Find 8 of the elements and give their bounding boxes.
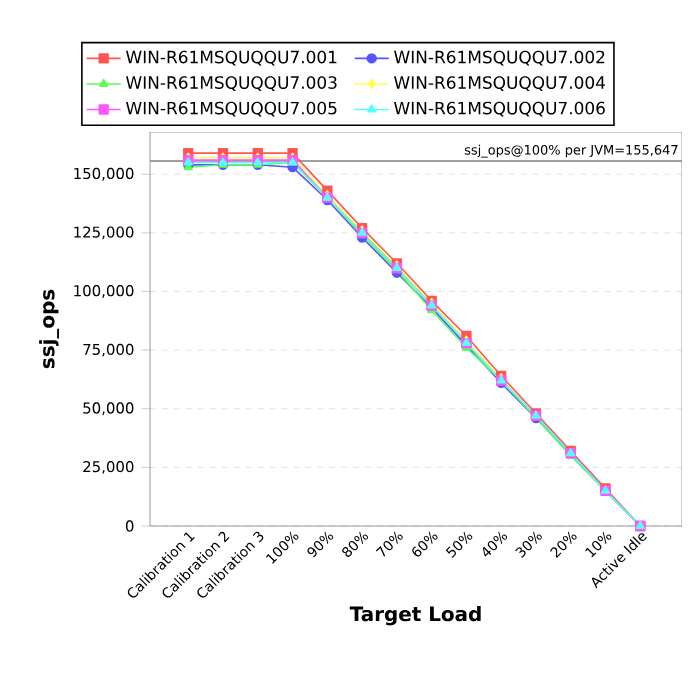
x-axis-title: Target Load: [349, 605, 481, 626]
legend-label: WIN-R61MSQUQQU7.004: [394, 76, 605, 91]
y-axis-title: ssj_ops: [39, 289, 59, 369]
legend-label: WIN-R61MSQUQQU7.002: [394, 50, 605, 66]
legend-label: WIN-R61MSQUQQU7.001: [126, 50, 337, 66]
legend-label: WIN-R61MSQUQQU7.005: [126, 101, 337, 117]
legend-label: WIN-R61MSQUQQU7.003: [126, 76, 337, 91]
legend-label: WIN-R61MSQUQQU7.006: [394, 101, 605, 117]
